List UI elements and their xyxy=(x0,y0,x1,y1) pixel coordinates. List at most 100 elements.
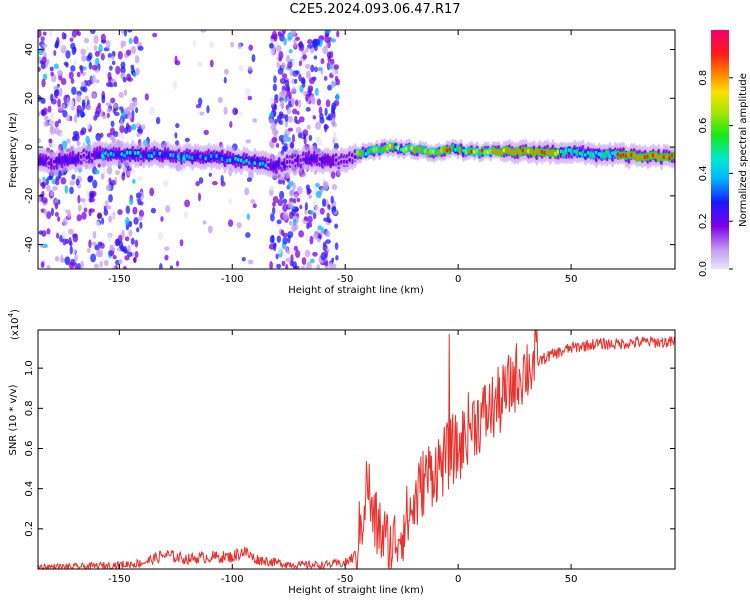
heatmap-cell xyxy=(298,60,303,67)
heatmap-cell xyxy=(54,120,59,128)
heatmap-cell xyxy=(198,177,204,184)
heatmap-cell xyxy=(328,64,333,70)
heatmap-cell xyxy=(272,83,278,92)
heatmap-cell xyxy=(69,240,73,247)
heatmap-cell xyxy=(285,257,292,263)
heatmap-cell xyxy=(164,254,169,261)
heatmap-cell xyxy=(179,239,184,247)
heatmap-cell xyxy=(223,68,229,75)
heatmap-cell xyxy=(83,207,88,213)
heatmap-cell xyxy=(276,209,282,214)
heatmap-cell xyxy=(86,104,92,111)
heatmap-cell xyxy=(85,46,89,52)
heatmap-cell xyxy=(38,138,42,144)
heatmap-cell xyxy=(198,192,202,202)
heatmap-cell xyxy=(289,197,294,203)
heatmap-cell xyxy=(122,76,127,83)
heatmap-cell xyxy=(125,122,130,131)
heatmap-cell xyxy=(234,108,238,115)
heatmap-cell xyxy=(290,30,297,37)
heatmap-cell xyxy=(184,199,191,208)
heatmap-cell xyxy=(109,65,113,71)
heatmap-cell xyxy=(113,111,120,117)
heatmap-cell xyxy=(41,56,47,64)
heatmap-cell xyxy=(275,108,280,117)
heatmap-cell xyxy=(288,220,293,226)
heatmap-cell xyxy=(159,262,163,269)
heatmap-cell xyxy=(202,220,207,225)
heatmap-cell xyxy=(252,118,258,123)
heatmap-cell xyxy=(324,34,330,43)
heatmap-cell xyxy=(247,259,254,265)
heatmap-cell xyxy=(313,55,318,60)
snr-plot-area xyxy=(38,330,675,569)
heatmap-cell xyxy=(309,210,315,216)
heatmap-cell xyxy=(91,64,98,71)
heatmap-cell xyxy=(236,221,242,229)
heatmap-cell xyxy=(297,132,303,139)
heatmap-cell xyxy=(127,30,133,33)
heatmap-cell xyxy=(277,198,284,207)
heatmap-cell xyxy=(268,185,275,191)
heatmap-cell xyxy=(57,216,61,222)
heatmap-cell xyxy=(335,78,340,86)
heatmap-cell xyxy=(111,55,115,60)
heatmap-cell xyxy=(228,167,233,177)
heatmap-cell xyxy=(328,261,333,269)
heatmap-cell xyxy=(42,31,47,36)
heatmap-cell xyxy=(132,71,137,78)
heatmap-cell xyxy=(127,113,133,120)
heatmap-cell xyxy=(111,50,116,58)
heatmap-cell xyxy=(280,229,285,236)
heatmap-cell xyxy=(105,205,112,210)
heatmap-cell xyxy=(81,99,86,107)
heatmap-cell xyxy=(118,106,124,111)
heatmap-cell xyxy=(282,136,289,143)
heatmap-cell xyxy=(312,115,317,120)
heatmap-cell xyxy=(49,66,54,72)
spectrogram-x-ticks: -150 -100 -50 0 50 xyxy=(108,30,577,285)
heatmap-cell xyxy=(331,263,337,269)
heatmap-cell xyxy=(91,74,96,84)
heatmap-cell xyxy=(325,230,331,238)
heatmap-cell xyxy=(282,237,288,245)
heatmap-cell xyxy=(315,121,322,130)
heatmap-cell xyxy=(271,30,277,40)
y-tick-label: 40 xyxy=(24,43,35,56)
heatmap-cell xyxy=(40,98,46,104)
y-tick-label: 1.0 xyxy=(24,360,35,376)
heatmap-cell xyxy=(133,257,137,264)
heatmap-cell xyxy=(70,65,76,72)
heatmap-cell xyxy=(45,184,51,192)
heatmap-cell xyxy=(76,94,82,103)
heatmap-cell xyxy=(291,87,297,93)
heatmap-cell xyxy=(85,135,90,145)
heatmap-cell xyxy=(52,186,58,191)
heatmap-cell xyxy=(312,198,317,208)
heatmap-cell xyxy=(58,87,63,97)
heatmap-cell xyxy=(60,254,64,263)
heatmap-cell xyxy=(115,65,121,75)
y-tick-label: -40 xyxy=(24,236,35,252)
heatmap-cell xyxy=(320,58,325,65)
heatmap-cell xyxy=(319,117,325,124)
heatmap-cell xyxy=(316,264,321,269)
heatmap-cell xyxy=(305,94,309,102)
heatmap-cell xyxy=(307,222,313,228)
heatmap-cell xyxy=(85,190,90,200)
heatmap-cell xyxy=(272,127,278,136)
heatmap-cell xyxy=(61,231,67,240)
heatmap-cell xyxy=(46,211,52,220)
heatmap-cell xyxy=(126,73,132,81)
heatmap-cell xyxy=(301,78,306,85)
heatmap-cell xyxy=(165,205,171,213)
heatmap-cell xyxy=(303,216,308,222)
heatmap-cell xyxy=(115,170,120,176)
heatmap-cell xyxy=(314,38,321,46)
heatmap-cell xyxy=(115,259,120,266)
heatmap-cell xyxy=(335,254,339,261)
heatmap-cell xyxy=(40,181,46,187)
heatmap-cell xyxy=(68,71,74,80)
heatmap-cell xyxy=(293,198,297,204)
heatmap-cell xyxy=(290,97,295,106)
